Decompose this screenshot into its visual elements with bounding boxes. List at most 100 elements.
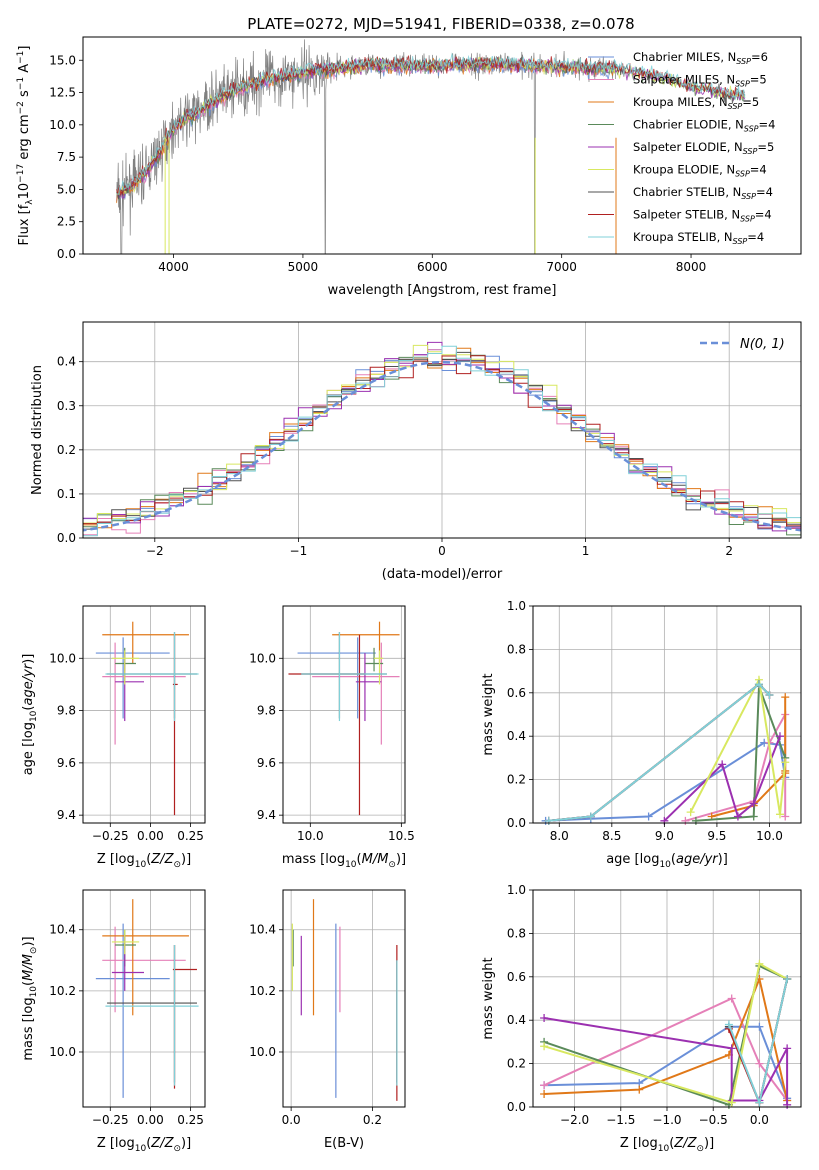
mass_vs_Z-frame xyxy=(82,889,206,1108)
weight_vs_Z-marker xyxy=(540,1081,549,1090)
spectrum-ytick-label: 10.0 xyxy=(49,118,76,132)
weight_vs_Z-marker xyxy=(727,994,736,1003)
weight_vs_age-series-line xyxy=(711,697,787,818)
weight_vs_Z-xtick-label: −2.0 xyxy=(560,1113,589,1127)
mass_vs_Z-xlabel: Z [log10(Z/Z⊙)] xyxy=(97,1136,191,1154)
residuals-legend-label: N(0, 1) xyxy=(740,337,785,352)
weight_vs_age-xtick-label: 9.0 xyxy=(655,829,674,843)
mass_vs_Z-ylabel: mass [log10(M/M⊙)] xyxy=(21,936,39,1060)
spectrum-ytick-label: 0.0 xyxy=(57,247,76,261)
residuals-ytick-label: 0.2 xyxy=(57,443,76,457)
weight_vs_Z-marker xyxy=(783,974,792,983)
spectrum-ytick-label: 5.0 xyxy=(57,182,76,196)
spectrum-model-line xyxy=(116,58,614,201)
weight_vs_age-ytick-label: 0.8 xyxy=(507,642,526,656)
weight_vs_age-marker xyxy=(749,799,758,808)
spectrum-frame xyxy=(82,36,802,255)
weight_vs_Z-marker xyxy=(635,1085,644,1094)
weight_vs_age-marker xyxy=(781,812,790,821)
legend-entry: Kroupa MILES, NSSP=5 xyxy=(633,95,759,111)
age_vs_Z-ytick-label: 9.8 xyxy=(57,704,76,718)
age_vs_mass-ytick-label: 10.0 xyxy=(249,651,276,665)
mass_vs_Z-xtick-label: 0.00 xyxy=(137,1113,164,1127)
mass_vs_Z-ytick-label: 10.2 xyxy=(49,984,76,998)
legend-entry: Kroupa STELIB, NSSP=4 xyxy=(633,230,764,246)
weight_vs_age-marker xyxy=(754,680,763,689)
weight_vs_Z-xtick-label: −1.5 xyxy=(606,1113,635,1127)
weight_vs_age-ytick-label: 0.4 xyxy=(507,729,526,743)
age_vs_Z-xtick-label: 0.25 xyxy=(177,829,204,843)
age_vs_Z-frame xyxy=(82,605,206,824)
weight_vs_age-series-line xyxy=(548,682,771,822)
spectrum-model-line xyxy=(116,52,746,195)
weight_vs_Z-ytick-label: 0.6 xyxy=(507,970,526,984)
weight_vs_Z-series-line xyxy=(727,978,789,1107)
mass_vs_ebv-xlabel: E(B-V) xyxy=(324,1136,364,1151)
weight_vs_Z-marker xyxy=(755,1098,764,1107)
spectrum-model-line xyxy=(116,55,746,196)
spectrum-xtick-label: 7000 xyxy=(546,260,577,274)
weight_vs_age-xtick-label: 10.0 xyxy=(756,829,783,843)
mass_vs_Z-ytick-label: 10.0 xyxy=(49,1045,76,1059)
weight_vs_age-marker xyxy=(781,693,790,702)
weight_vs_age-series-line xyxy=(695,685,787,822)
age_vs_Z-ylabel: age [log10(age/yr)] xyxy=(21,654,39,776)
age_vs_mass-xlabel: mass [log10(M/M⊙)] xyxy=(282,852,406,870)
age_vs_mass-ytick-label: 9.4 xyxy=(257,808,276,822)
mass_vs_ebv-ytick-label: 10.2 xyxy=(249,984,276,998)
weight_vs_age-frame xyxy=(532,605,802,824)
age_vs_Z-ytick-label: 9.6 xyxy=(57,756,76,770)
weight_vs_age-xtick-label: 8.0 xyxy=(550,829,569,843)
weight_vs_age-marker xyxy=(586,812,595,821)
mass_vs_ebv-frame xyxy=(282,889,406,1108)
age_vs_mass-xtick-label: 10.5 xyxy=(388,829,415,843)
weight_vs_Z-ytick-label: 0.8 xyxy=(507,926,526,940)
age_vs_mass-ytick-label: 9.6 xyxy=(257,756,276,770)
age_vs_Z-ytick-label: 9.4 xyxy=(57,808,76,822)
weight_vs_age-ytick-label: 0.2 xyxy=(507,773,526,787)
residuals-ytick-label: 0.1 xyxy=(57,487,76,501)
weight_vs_Z-ytick-label: 1.0 xyxy=(507,883,526,897)
mass_vs_ebv-ytick-label: 10.4 xyxy=(249,923,276,937)
weight_vs_Z-marker xyxy=(540,1014,549,1023)
weight_vs_Z-series-line xyxy=(727,978,789,1107)
weight_vs_age-ylabel: mass weight xyxy=(481,673,496,755)
spectrum-model-line xyxy=(116,57,614,204)
spectrum-xtick-label: 6000 xyxy=(417,260,448,274)
weight_vs_Z-ytick-label: 0.0 xyxy=(507,1100,526,1114)
residuals-gaussian-line xyxy=(83,360,801,532)
residuals-ytick-label: 0.3 xyxy=(57,399,76,413)
age_vs_mass-frame xyxy=(282,605,406,824)
weight_vs_Z-ylabel: mass weight xyxy=(481,957,496,1039)
weight_vs_age-ytick-label: 1.0 xyxy=(507,599,526,613)
weight_vs_Z-xlabel: Z [log10(Z/Z⊙)] xyxy=(620,1136,714,1154)
weight_vs_Z-marker xyxy=(540,1042,549,1051)
spectrum-ylabel: Flux [fλ10−17 erg cm−2 s−1 A−1] xyxy=(16,46,35,246)
mass_vs_Z-xtick-label: −0.25 xyxy=(92,1113,129,1127)
weight_vs_Z-marker xyxy=(540,1089,549,1098)
weight_vs_Z-marker xyxy=(783,1100,792,1109)
weight_vs_age-xlabel: age [log10(age/yr)] xyxy=(606,852,728,870)
weight_vs_Z-marker xyxy=(755,1059,764,1068)
age_vs_Z-ytick-label: 10.0 xyxy=(49,651,76,665)
spectrum-xtick-label: 5000 xyxy=(288,260,319,274)
weight_vs_age-marker xyxy=(686,808,695,817)
figure-title: PLATE=0272, MJD=51941, FIBERID=0338, z=0… xyxy=(247,15,634,33)
residuals-xtick-label: 2 xyxy=(725,544,733,558)
residuals-ytick-label: 0.0 xyxy=(57,531,76,545)
weight_vs_age-series-line xyxy=(689,676,787,815)
legend-entry: Salpeter ELODIE, NSSP=5 xyxy=(633,140,774,156)
legend-entry: Chabrier ELODIE, NSSP=4 xyxy=(633,118,775,134)
weight_vs_age-ytick-label: 0.6 xyxy=(507,686,526,700)
residuals-xtick-label: −2 xyxy=(146,544,164,558)
weight_vs_age-marker xyxy=(644,812,653,821)
spectrum-model-line xyxy=(116,60,614,201)
weight_vs_age-marker xyxy=(775,810,784,819)
residuals-xtick-label: 1 xyxy=(582,544,590,558)
age_vs_Z-xtick-label: −0.25 xyxy=(92,829,129,843)
weight_vs_age-marker xyxy=(681,816,690,825)
weight_vs_age-marker xyxy=(765,690,774,699)
weight_vs_Z-marker xyxy=(755,959,764,968)
weight_vs_Z-marker xyxy=(727,1098,736,1107)
